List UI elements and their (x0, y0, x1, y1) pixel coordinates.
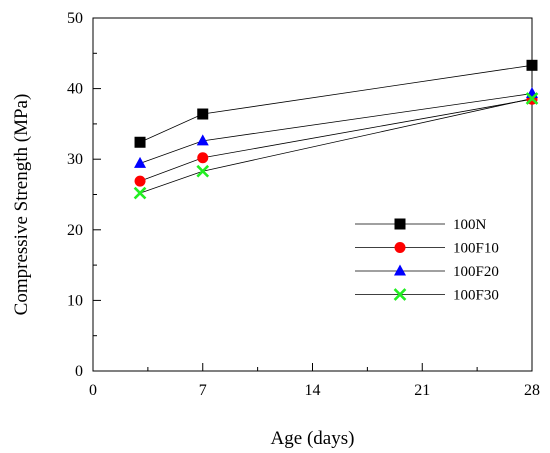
x-tick-label: 28 (524, 382, 540, 399)
legend: 100N 100F10 100F20 100F30 (355, 217, 499, 304)
axes: 0 10 20 30 40 50 0 7 14 21 28 (67, 10, 540, 399)
data-point-100n (526, 59, 538, 71)
series-markers (133, 59, 539, 200)
data-point-100f30 (196, 164, 210, 178)
legend-marker-100n (394, 218, 406, 230)
legend-marker-100f20 (394, 264, 406, 276)
x-axis-title: Age (days) (271, 428, 355, 449)
legend-label-100f20: 100F20 (453, 264, 499, 280)
legend-marker-100f10 (394, 242, 406, 253)
legend-label-100f30: 100F30 (453, 288, 499, 304)
y-axis-title: Compressive Strength (MPa) (11, 94, 32, 316)
y-tick-label: 0 (75, 363, 83, 380)
y-tick-label: 10 (67, 292, 83, 309)
y-tick-label: 50 (67, 10, 83, 27)
data-point-100f30 (133, 186, 147, 200)
series-line-100n (139, 64, 533, 143)
series-line-100f20 (139, 93, 533, 164)
data-point-100f20 (134, 156, 147, 168)
x-tick-label: 21 (414, 382, 430, 399)
data-point-100f10 (134, 175, 146, 187)
data-point-100f20 (196, 134, 209, 146)
x-marker-stroke (133, 186, 147, 200)
y-tick-label: 20 (67, 222, 83, 239)
x-marker-stroke (393, 288, 407, 301)
plot-frame (92, 17, 533, 372)
x-tick-label: 14 (305, 382, 321, 399)
data-point-100f10 (197, 152, 209, 164)
legend-label-100f10: 100F10 (453, 241, 499, 257)
x-marker-stroke (196, 164, 210, 178)
data-point-100n (134, 136, 146, 148)
x-tick-label: 7 (199, 382, 207, 399)
y-tick-label: 30 (67, 151, 83, 168)
x-marker-stroke (525, 92, 539, 105)
data-point-100f30 (525, 92, 539, 105)
x-tick-label: 0 (89, 382, 97, 399)
legend-label-100n: 100N (453, 217, 487, 233)
data-point-100n (197, 108, 209, 120)
y-tick-label: 40 (67, 81, 83, 98)
legend-marker-100f30 (393, 288, 407, 301)
